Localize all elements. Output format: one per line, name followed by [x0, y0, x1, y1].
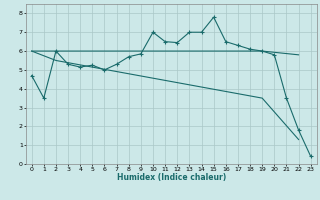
X-axis label: Humidex (Indice chaleur): Humidex (Indice chaleur) [116, 173, 226, 182]
